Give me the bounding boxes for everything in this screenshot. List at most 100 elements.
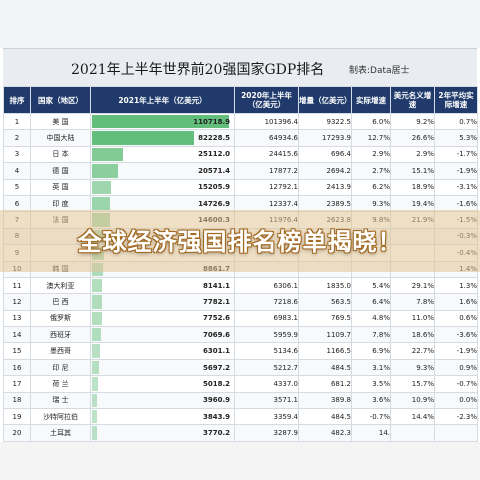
nominal-growth-cell: 7.8% [390, 293, 435, 311]
gdp-2020-cell: 12337.4 [234, 194, 299, 213]
increase-cell: 2389.5 [298, 194, 352, 213]
col-header-gdp-2021: 2021年上半年（亿美元） [90, 86, 235, 114]
table-row: 18 瑞 士 3960.9 3571.1 389.8 3.6% 10.9% 0.0% [3, 391, 478, 410]
two-year-avg-cell: -1.9% [434, 162, 478, 180]
gdp-2021-cell: 6301.1 [90, 342, 235, 360]
two-year-avg-cell: -1.6% [434, 194, 478, 213]
two-year-avg-cell: -3.6% [434, 326, 478, 344]
gdp-2020-cell: 24415.6 [234, 145, 299, 164]
gdp-2020-cell: 6983.1 [234, 309, 299, 328]
nominal-growth-cell: 14.4% [390, 408, 435, 426]
nominal-growth-cell: 29.1% [390, 276, 435, 295]
two-year-avg-cell: 0.6% [434, 309, 478, 328]
gdp-2020-cell: 5959.9 [234, 326, 299, 344]
nominal-growth-cell: 9.2% [390, 112, 435, 131]
gdp-2020-cell: 3287.9 [234, 424, 299, 442]
table-title: 2021年上半年世界前20强国家GDP排名 [71, 62, 325, 78]
two-year-avg-cell: -1.9% [434, 342, 478, 360]
gdp-2021-value: 7782.1 [202, 297, 230, 306]
rank-cell: 4 [3, 162, 31, 180]
gdp-2020-cell: 4337.0 [234, 375, 299, 393]
two-year-avg-cell: -1.7% [434, 145, 478, 164]
country-cell: 俄罗斯 [30, 309, 91, 328]
col-header-gdp-2020: 2020年上半年（亿美元） [234, 86, 299, 114]
two-year-avg-cell: 0.7% [434, 112, 478, 131]
rank-cell: 20 [3, 424, 31, 442]
gdp-data-bar [92, 344, 100, 358]
header-row: 排序 国家（地区） 2021年上半年（亿美元） 2020年上半年（亿美元） 增量… [3, 86, 478, 114]
real-growth-cell: 6.9% [351, 342, 391, 360]
country-cell: 英 国 [30, 178, 91, 196]
gdp-data-bar [92, 311, 102, 326]
gdp-2021-cell: 5697.2 [90, 358, 235, 377]
gdp-2021-value: 15205.9 [198, 183, 230, 192]
col-header-real-growth: 实际增速 [351, 86, 391, 114]
increase-cell: 1835.0 [298, 276, 352, 295]
nominal-growth-cell: 18.9% [390, 178, 435, 196]
gdp-data-bar [92, 410, 97, 424]
rank-cell: 2 [3, 129, 31, 147]
gdp-2021-cell: 7752.6 [90, 309, 235, 328]
gdp-2021-value: 5018.2 [202, 379, 230, 388]
gdp-2021-cell: 3843.9 [90, 408, 235, 426]
col-header-country: 国家（地区） [30, 86, 91, 114]
nominal-growth-cell: 10.9% [390, 391, 435, 410]
nominal-growth-cell: 11.0% [390, 309, 435, 328]
increase-cell: 563.5 [298, 293, 352, 311]
rank-cell: 11 [3, 276, 31, 295]
nominal-growth-cell: 15.1% [390, 162, 435, 180]
increase-cell: 769.5 [298, 309, 352, 328]
increase-cell: 484.5 [298, 408, 352, 426]
gdp-2021-value: 3843.9 [202, 412, 230, 421]
real-growth-cell: 7.8% [351, 326, 391, 344]
increase-cell: 1166.5 [298, 342, 352, 360]
rank-cell: 3 [3, 145, 31, 164]
table-row: 17 荷 兰 5018.2 4337.0 681.2 3.5% 15.7% -0.7% [3, 375, 478, 393]
gdp-2020-cell: 17877.2 [234, 162, 299, 180]
real-growth-cell: 3.1% [351, 358, 391, 377]
nominal-growth-cell: 18.6% [390, 326, 435, 344]
increase-cell: 389.8 [298, 391, 352, 410]
table-row: 11 澳大利亚 8141.1 6306.1 1835.0 5.4% 29.1% 1.3% [3, 276, 478, 295]
country-cell: 澳大利亚 [30, 276, 91, 295]
credit-label: 制表:Data居士 [349, 66, 410, 76]
headline-overlay [0, 210, 480, 272]
real-growth-cell: 6.0% [351, 112, 391, 131]
title-bar: 2021年上半年世界前20强国家GDP排名 制表:Data居士 [3, 48, 477, 88]
increase-cell: 9322.5 [298, 112, 352, 131]
nominal-growth-cell [390, 424, 435, 442]
gdp-2020-cell: 5212.7 [234, 358, 299, 377]
rank-cell: 19 [3, 408, 31, 426]
rank-cell: 5 [3, 178, 31, 196]
two-year-avg-cell: -3.1% [434, 178, 478, 196]
gdp-2021-value: 3960.9 [202, 396, 230, 405]
two-year-avg-cell: -0.7% [434, 375, 478, 393]
table-row: 20 土耳其 3770.2 3287.9 482.3 14. [3, 424, 478, 442]
gdp-2021-value: 7069.6 [202, 330, 230, 339]
nominal-growth-cell: 26.6% [390, 129, 435, 147]
table-row: 13 俄罗斯 7752.6 6983.1 769.5 4.8% 11.0% 0.6% [3, 309, 478, 328]
table-row: 19 沙特阿拉伯 3843.9 3359.4 484.5 -0.7% 14.4% -2.3% [3, 408, 478, 426]
gdp-2021-cell: 3960.9 [90, 391, 235, 410]
gdp-2020-cell: 6306.1 [234, 276, 299, 295]
real-growth-cell: 6.4% [351, 293, 391, 311]
gdp-2021-cell: 5018.2 [90, 375, 235, 393]
country-cell: 瑞 士 [30, 391, 91, 410]
rank-cell: 14 [3, 326, 31, 344]
real-growth-cell: 6.2% [351, 178, 391, 196]
gdp-data-bar [92, 115, 230, 129]
country-cell: 荷 兰 [30, 375, 91, 393]
gdp-2021-value: 110718.9 [193, 117, 230, 126]
gdp-data-bar [92, 377, 99, 391]
headline-text: 全球经济强国排名榜单揭晓！ [77, 228, 403, 256]
gdp-2021-value: 7752.6 [202, 314, 230, 323]
increase-cell: 2413.9 [298, 178, 352, 196]
rank-cell: 17 [3, 375, 31, 393]
gdp-2021-cell: 110718.9 [90, 112, 235, 131]
gdp-data-bar [92, 278, 103, 293]
country-cell: 西班牙 [30, 326, 91, 344]
gdp-2020-cell: 3571.1 [234, 391, 299, 410]
gdp-2020-cell: 101396.4 [234, 112, 299, 131]
